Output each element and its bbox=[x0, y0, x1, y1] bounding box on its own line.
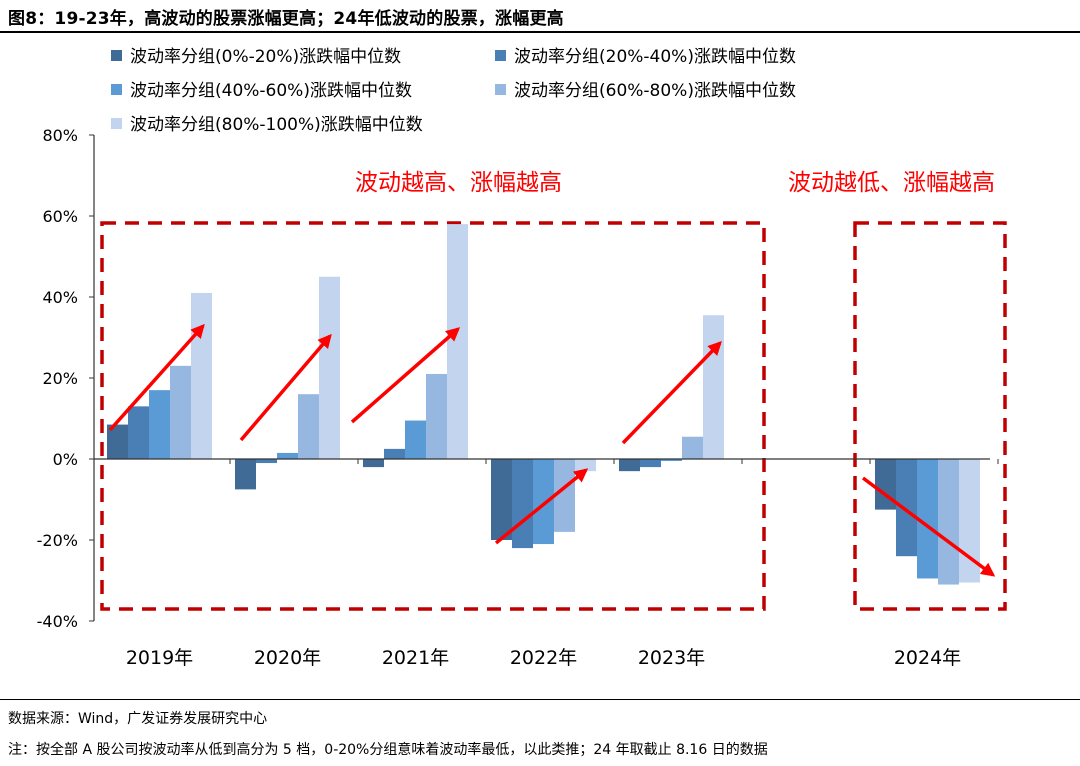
bar-2021年-series-4 bbox=[426, 373, 447, 459]
trend-arrows bbox=[108, 323, 996, 577]
legend-swatch-4 bbox=[495, 84, 506, 95]
bar-2022年-series-1 bbox=[491, 459, 512, 540]
highlight-box-2019-2023 bbox=[100, 221, 766, 611]
bar-2023年-series-2 bbox=[640, 459, 661, 468]
bar-2023年-series-5 bbox=[703, 315, 724, 459]
trend-arrow-6 bbox=[861, 476, 996, 577]
bar-2021年-series-5 bbox=[447, 224, 468, 459]
legend-swatch-2 bbox=[495, 50, 506, 61]
bars bbox=[107, 224, 980, 585]
axes: 80% 60% 40% 20% 0% -20% -40% 2019年 2020年 2021年 202… bbox=[37, 126, 999, 669]
bar-2024年-series-2 bbox=[896, 459, 917, 557]
bar-2020年-series-5 bbox=[319, 276, 340, 459]
legend-label-5: 波动率分组(80%-100%)涨跌幅中位数 bbox=[130, 115, 423, 135]
legend-label-2: 波动率分组(20%-40%)涨跌幅中位数 bbox=[514, 47, 796, 67]
bar-2024年-series-4 bbox=[938, 459, 959, 585]
bar-2022年-series-5 bbox=[575, 459, 596, 472]
bar-2020年-series-3 bbox=[277, 452, 298, 459]
trend-arrow-3 bbox=[350, 327, 461, 424]
bar-2022年-series-2 bbox=[512, 459, 533, 549]
bar-2022年-series-4 bbox=[554, 459, 575, 532]
legend-label-4: 波动率分组(60%-80%)涨跌幅中位数 bbox=[514, 81, 796, 101]
bar-2019年-series-5 bbox=[191, 292, 212, 459]
highlight-boxes bbox=[100, 221, 1007, 611]
bar-2020年-series-4 bbox=[298, 394, 319, 459]
bar-2022年-series-3 bbox=[533, 459, 554, 545]
bar-2023年-series-1 bbox=[619, 459, 640, 472]
bar-2020年-series-1 bbox=[235, 459, 256, 490]
top-rule bbox=[0, 31, 1080, 33]
x-tick-label-1: 2019年 bbox=[126, 647, 193, 669]
trend-arrow-4 bbox=[494, 468, 589, 545]
legend-swatch-3 bbox=[111, 84, 122, 95]
bar-2019年-series-3 bbox=[149, 390, 170, 459]
legend-swatch-1 bbox=[111, 50, 122, 61]
bar-2019年-series-2 bbox=[128, 406, 149, 459]
bar-2024年-series-3 bbox=[917, 459, 938, 579]
legend-label-1: 波动率分组(0%-20%)涨跌幅中位数 bbox=[130, 47, 401, 67]
x-tick-label-4: 2022年 bbox=[510, 647, 577, 669]
y-tick-label-7: -40% bbox=[37, 612, 78, 631]
y-tick-label-1: 80% bbox=[42, 126, 78, 145]
bar-chart: 波动率分组(0%-20%)涨跌幅中位数 波动率分组(20%-40%)涨跌幅中位数波… bbox=[37, 47, 1007, 669]
trend-arrow-1 bbox=[108, 323, 205, 432]
bar-2023年-series-4 bbox=[682, 436, 703, 459]
trend-arrow-2 bbox=[239, 333, 332, 442]
annotations: 波动越高、涨幅越高 波动越低、涨幅越高 bbox=[355, 170, 995, 196]
y-tick-label-4: 20% bbox=[42, 369, 78, 388]
trend-arrow-5 bbox=[621, 340, 722, 445]
bar-2021年-series-1 bbox=[363, 459, 384, 468]
x-tick-label-5: 2023年 bbox=[638, 647, 705, 669]
bar-2021年-series-3 bbox=[405, 420, 426, 459]
bottom-rule bbox=[0, 699, 1080, 700]
y-tick-label-6: -20% bbox=[37, 531, 78, 550]
x-tick-label-3: 2021年 bbox=[382, 647, 449, 669]
footnote: 注：按全部 A 股公司按波动率从低到高分为 5 档，0-20%分组意味着波动率最… bbox=[8, 742, 768, 758]
annotation-2: 波动越低、涨幅越高 bbox=[788, 170, 995, 196]
bar-2023年-series-3 bbox=[661, 459, 682, 462]
bar-2019年-series-1 bbox=[107, 424, 128, 459]
legend: 波动率分组(0%-20%)涨跌幅中位数 波动率分组(20%-40%)涨跌幅中位数波… bbox=[111, 47, 796, 135]
legend-swatch-5 bbox=[111, 118, 122, 129]
legend-label-3: 波动率分组(40%-60%)涨跌幅中位数 bbox=[130, 81, 412, 101]
y-tick-label-5: 0% bbox=[53, 450, 78, 469]
bar-2021年-series-2 bbox=[384, 448, 405, 459]
bar-2019年-series-4 bbox=[170, 365, 191, 459]
bar-2020年-series-2 bbox=[256, 459, 277, 464]
x-tick-label-6: 2024年 bbox=[894, 647, 961, 669]
y-tick-label-2: 60% bbox=[42, 207, 78, 226]
x-tick-label-2: 2020年 bbox=[254, 647, 321, 669]
source-note: 数据来源：Wind，广发证券发展研究中心 bbox=[8, 711, 268, 727]
y-tick-label-3: 40% bbox=[42, 288, 78, 307]
highlight-box-2024 bbox=[853, 221, 1007, 611]
annotation-1: 波动越高、涨幅越高 bbox=[355, 170, 562, 196]
chart-title: 图8：19-23年，高波动的股票涨幅更高；24年低波动的股票，涨幅更高 bbox=[8, 9, 564, 29]
